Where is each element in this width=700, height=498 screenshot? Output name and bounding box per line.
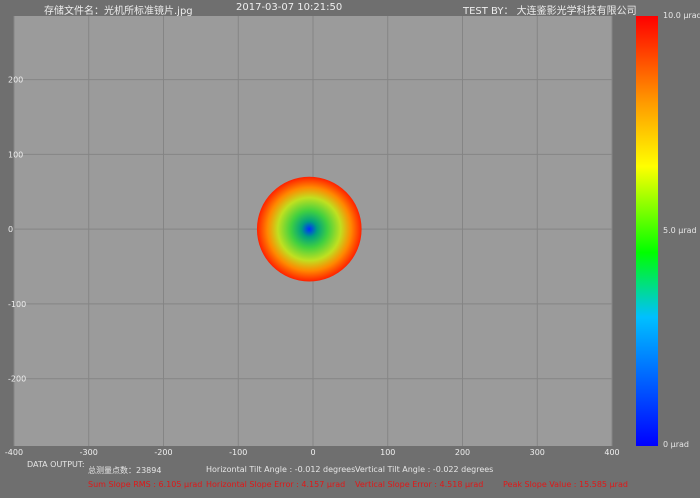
horizontal-slope-error: Horizontal Slope Error : 4.157 μrad [206,480,346,489]
x-tick-label: 0 [310,448,315,457]
file-name: 存储文件名：光机所标准镜片.jpg [44,6,193,17]
colorbar [636,16,658,446]
x-tick-label: 400 [604,448,619,457]
datetime: 2017-03-07 10:21:50 [236,2,343,13]
x-tick-label: -100 [229,448,247,457]
vertical-slope-error: Vertical Slope Error : 4.518 μrad [355,480,484,489]
x-tick-label: 300 [530,448,545,457]
data-output-label: DATA OUTPUT: [27,460,85,469]
x-tick-label: 100 [380,448,395,457]
measured-spot [256,176,362,282]
test-by: TEST BY： 大连鉴影光学科技有限公司 [463,6,637,17]
y-tick-label: -100 [8,300,26,309]
y-tick-label: 100 [8,150,23,159]
y-tick-label: 0 [8,225,13,234]
x-tick-label: 200 [455,448,470,457]
colorbar-min: 0 μrad [663,440,689,449]
points-count: 总测量点数：23894 [88,466,162,475]
vertical-tilt: Vertical Tilt Angle : -0.022 degrees [355,465,494,474]
horizontal-tilt: Horizontal Tilt Angle : -0.012 degrees [206,465,356,474]
sum-slope-rms: Sum Slope RMS : 6.105 μrad [88,480,203,489]
colorbar-max: 10.0 μrad [663,11,700,20]
peak-slope-value: Peak Slope Value : 15.585 μrad [503,480,628,489]
colorbar-mid: 5.0 μrad [663,226,697,235]
y-tick-label: 200 [8,76,23,85]
x-tick-label: -300 [80,448,98,457]
x-tick-label: -400 [5,448,23,457]
y-tick-label: -200 [8,375,26,384]
x-tick-label: -200 [154,448,172,457]
